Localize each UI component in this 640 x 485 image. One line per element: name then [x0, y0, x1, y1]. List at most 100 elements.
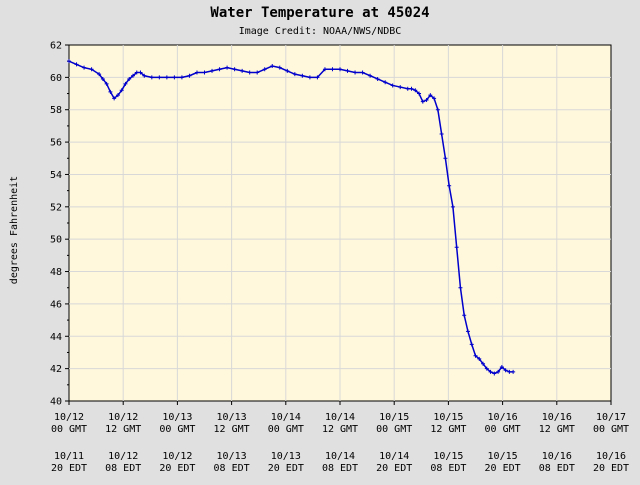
data-point: [447, 183, 452, 188]
data-point: [255, 70, 260, 75]
data-point: [277, 65, 282, 70]
data-point: [405, 86, 410, 91]
data-point: [67, 59, 71, 64]
x-tick-label-gmt: 10/16 00 GMT: [485, 412, 521, 435]
data-point: [307, 75, 312, 80]
data-point: [481, 361, 486, 366]
data-point: [172, 75, 177, 80]
data-point: [511, 369, 516, 374]
data-point: [202, 70, 207, 75]
data-point: [100, 76, 105, 81]
data-point: [345, 68, 350, 73]
data-point: [450, 204, 455, 209]
data-point: [484, 366, 489, 371]
axis-ticks: 40 42 44 46 48 50 52 54 56 58 60 62 10/12 00 GMT 10/11…: [50, 41, 629, 475]
data-point: [492, 371, 497, 376]
x-tick-label-local: 10/14 08 EDT: [322, 451, 358, 474]
y-tick-label: 48: [50, 267, 62, 278]
data-point: [240, 68, 245, 73]
x-tick-label-gmt: 10/17 00 GMT: [593, 412, 629, 435]
x-tick-label-gmt: 10/14 00 GMT: [268, 412, 304, 435]
data-point: [432, 96, 437, 101]
data-point: [112, 96, 117, 101]
data-point: [443, 156, 448, 161]
data-point: [315, 75, 320, 80]
data-point: [496, 369, 501, 374]
x-tick-label-local: 10/15 20 EDT: [485, 451, 521, 474]
data-point: [417, 91, 422, 96]
x-tick-label-gmt: 10/14 12 GMT: [322, 412, 358, 435]
data-point: [134, 70, 139, 75]
data-point: [360, 70, 365, 75]
data-point: [330, 67, 335, 72]
x-tick-label-local: 10/12 20 EDT: [159, 451, 195, 474]
data-point: [488, 369, 493, 374]
data-point: [82, 65, 87, 70]
data-point: [458, 285, 463, 290]
data-point: [428, 93, 433, 98]
x-tick-label-local: 10/14 20 EDT: [376, 451, 412, 474]
x-tick-label-local: 10/15 08 EDT: [430, 451, 466, 474]
data-point: [97, 72, 102, 77]
series-line: [68, 60, 514, 375]
y-tick-label: 44: [50, 332, 62, 343]
data-point: [300, 73, 305, 78]
x-tick-label-gmt: 10/16 12 GMT: [539, 412, 575, 435]
data-point: [285, 68, 290, 73]
data-point: [217, 67, 222, 72]
data-point: [338, 67, 342, 72]
data-point: [503, 368, 508, 373]
x-tick-label-gmt: 10/12 00 GMT: [51, 412, 87, 435]
data-point: [383, 80, 388, 85]
series-layer: [67, 59, 516, 376]
y-axis-label: degrees Fahrenheit: [9, 176, 20, 284]
data-point: [424, 98, 429, 103]
x-tick-label-local: 10/13 08 EDT: [214, 451, 250, 474]
x-tick-label-local: 10/12 08 EDT: [105, 451, 141, 474]
x-tick-label-gmt: 10/13 00 GMT: [159, 412, 195, 435]
data-point: [462, 313, 467, 318]
data-point: [89, 67, 94, 72]
data-point: [210, 68, 215, 73]
y-tick-label: 42: [50, 364, 62, 375]
data-point: [138, 70, 143, 75]
data-point: [507, 369, 512, 374]
data-point: [499, 365, 504, 370]
data-point: [157, 75, 162, 80]
data-point: [149, 75, 154, 80]
x-tick-label-gmt: 10/15 00 GMT: [376, 412, 412, 435]
data-point: [390, 83, 395, 88]
data-point: [413, 88, 418, 93]
y-tick-label: 52: [50, 202, 62, 213]
data-point: [164, 75, 169, 80]
data-point: [115, 93, 120, 98]
data-point: [368, 73, 373, 78]
chart-subtitle: Image Credit: NOAA/NWS/NDBC: [239, 26, 402, 37]
data-point: [225, 65, 230, 70]
y-tick-label: 56: [50, 138, 62, 149]
y-tick-label: 46: [50, 299, 62, 310]
data-point: [187, 73, 192, 78]
x-tick-label-local: 10/16 20 EDT: [593, 451, 629, 474]
x-tick-label-gmt: 10/13 12 GMT: [214, 412, 250, 435]
data-point: [435, 107, 440, 112]
y-tick-label: 40: [50, 397, 62, 408]
data-point: [375, 76, 380, 81]
x-tick-label-gmt: 10/15 12 GMT: [430, 412, 466, 435]
data-point: [477, 356, 482, 361]
data-point: [74, 62, 79, 67]
data-point: [439, 132, 444, 136]
data-point: [420, 99, 425, 104]
data-point: [262, 67, 267, 72]
x-tick-label-local: 10/11 20 EDT: [51, 451, 87, 474]
x-tick-label-local: 10/13 20 EDT: [268, 451, 304, 474]
data-point: [127, 76, 132, 81]
data-point: [473, 353, 478, 358]
data-point: [322, 67, 327, 72]
data-point: [119, 88, 124, 93]
data-point: [270, 64, 275, 69]
y-tick-label: 62: [50, 41, 62, 52]
y-tick-label: 58: [50, 105, 62, 116]
